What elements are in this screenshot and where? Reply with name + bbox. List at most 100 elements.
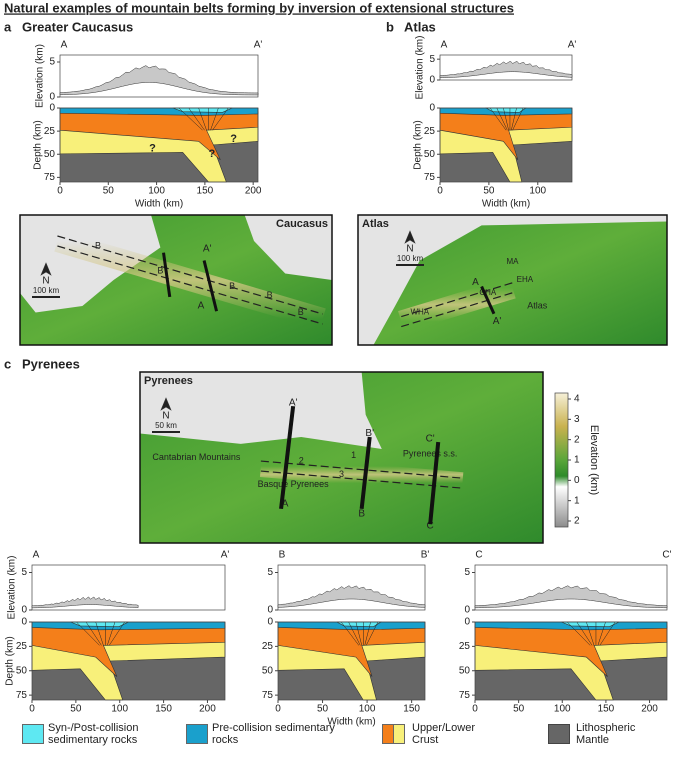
depth-frame xyxy=(474,621,668,701)
y-tick-label: 0 xyxy=(464,617,470,628)
map-frame xyxy=(357,214,668,346)
map-label: 1 xyxy=(351,450,356,460)
fault-trace xyxy=(260,460,463,479)
y-tick-label: 0 xyxy=(429,103,435,114)
legend-swatch xyxy=(393,724,405,744)
fault-trace xyxy=(401,282,513,318)
legend-text: Pre-collision sedimentary rocks xyxy=(212,722,335,746)
map-label: 3 xyxy=(339,469,344,479)
fault xyxy=(348,621,361,646)
section-end-label: A xyxy=(441,40,448,51)
map-label: A xyxy=(198,301,205,312)
elevation-frame xyxy=(277,564,426,611)
panel-title: Atlas xyxy=(404,19,436,34)
panel-title: Pyrenees xyxy=(22,356,80,371)
map-title: Caucasus xyxy=(276,218,328,230)
fault-trace xyxy=(401,292,513,328)
elevation-frame xyxy=(59,54,259,98)
elevation-frame xyxy=(31,564,226,611)
section-end-label: B' xyxy=(421,550,430,561)
section-line xyxy=(428,441,441,525)
colorbar-tick-label: 3 xyxy=(574,414,580,425)
map-label: WHA xyxy=(410,308,429,317)
fault-trace xyxy=(260,470,463,489)
figure-title: Natural examples of mountain belts formi… xyxy=(4,0,514,15)
x-tick-label: 0 xyxy=(275,704,281,715)
map-label: B xyxy=(157,265,163,275)
y-tick-label: 5 xyxy=(267,567,273,578)
axis-label: Depth (km) xyxy=(413,120,424,169)
fault xyxy=(95,621,104,646)
legend-swatch xyxy=(22,724,44,744)
x-tick-label: 0 xyxy=(57,186,63,197)
section-end-label: A' xyxy=(254,40,263,51)
x-tick-label: 100 xyxy=(359,704,376,715)
fault-trace xyxy=(57,235,323,315)
section-end-label: A xyxy=(61,40,68,51)
legend-swatch xyxy=(186,724,208,744)
map-label: A' xyxy=(493,316,502,327)
north-arrow xyxy=(40,262,52,276)
map-label: Basque Pyrenees xyxy=(258,479,330,489)
fault xyxy=(496,107,508,131)
map-sea xyxy=(244,215,332,280)
pre-collision-sediments xyxy=(31,621,226,631)
section-line xyxy=(359,436,372,510)
map-label: A' xyxy=(203,243,212,254)
y-tick-label: 50 xyxy=(459,665,471,676)
y-tick-label: 25 xyxy=(16,641,28,652)
y-tick-label: 50 xyxy=(262,665,274,676)
y-tick-label: 75 xyxy=(44,172,56,183)
axis-label: Elevation (km) xyxy=(35,44,46,108)
depth-frame xyxy=(439,107,573,183)
map-frame xyxy=(139,371,544,544)
north-arrow xyxy=(404,230,416,244)
fault-trace xyxy=(57,245,323,325)
y-tick-label: 0 xyxy=(429,75,435,86)
section-line xyxy=(480,285,496,315)
x-tick-label: 150 xyxy=(197,186,214,197)
y-tick-label: 5 xyxy=(21,567,27,578)
x-tick-label: 100 xyxy=(554,704,571,715)
section-end-label: B xyxy=(279,550,286,561)
colorbar-tick-label: 0 xyxy=(574,475,580,486)
y-tick-label: 50 xyxy=(424,149,436,160)
colorbar-tick-label: 1 xyxy=(574,455,580,466)
fault xyxy=(341,621,360,646)
mountain-belt xyxy=(259,455,464,495)
y-tick-label: 25 xyxy=(44,126,56,137)
map-label: 2 xyxy=(299,455,304,465)
axis-label: Elevation (km) xyxy=(7,556,18,620)
y-tick-label: 50 xyxy=(16,665,28,676)
mountain-belt xyxy=(398,277,516,333)
map-label: EHA xyxy=(517,275,534,284)
x-tick-label: 50 xyxy=(513,704,525,715)
y-tick-label: 0 xyxy=(49,103,55,114)
map-label: B xyxy=(267,290,273,300)
x-tick-label: 0 xyxy=(437,186,443,197)
elevation-frame xyxy=(439,54,573,81)
section-line xyxy=(279,405,296,510)
x-tick-label: 150 xyxy=(155,704,172,715)
x-tick-label: 50 xyxy=(317,704,329,715)
axis-label: Width (km) xyxy=(327,717,375,728)
colorbar xyxy=(554,392,569,528)
map-title: Atlas xyxy=(362,218,389,230)
depth-frame xyxy=(31,621,226,701)
elevation-profile xyxy=(439,60,573,79)
scale-label: 100 km xyxy=(33,286,60,295)
annotation: ? xyxy=(209,148,216,160)
x-tick-label: 200 xyxy=(245,186,262,197)
map-label: Cantabrian Mountains xyxy=(152,452,241,462)
map-sea xyxy=(20,215,161,313)
fault xyxy=(76,621,100,646)
map-label: B xyxy=(229,281,235,291)
y-tick-label: 25 xyxy=(459,641,471,652)
fault xyxy=(178,107,203,131)
x-tick-label: 0 xyxy=(472,704,478,715)
panel-title: Greater Caucasus xyxy=(22,19,133,34)
annotation: ? xyxy=(230,133,237,145)
y-tick-label: 25 xyxy=(262,641,274,652)
map-frame xyxy=(19,214,333,346)
y-tick-label: 0 xyxy=(267,617,273,628)
